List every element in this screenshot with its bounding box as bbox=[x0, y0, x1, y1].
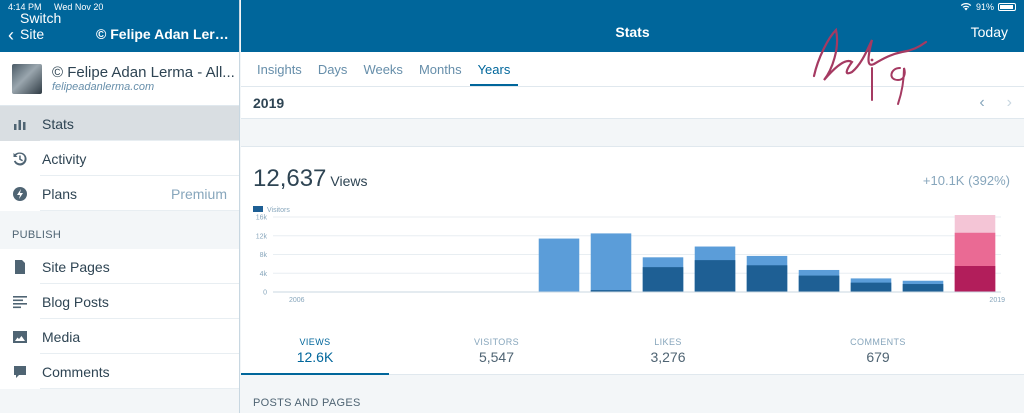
switch-site-button[interactable]: Switch Site bbox=[20, 10, 62, 42]
posts-icon bbox=[13, 295, 27, 308]
summary-value: 3,276 bbox=[650, 349, 686, 365]
publish-section-label: PUBLISH bbox=[12, 229, 62, 241]
x-tick-label: 2019 bbox=[989, 297, 1005, 304]
bar-visitors bbox=[850, 282, 892, 292]
period-tabs: Insights Days Weeks Months Years bbox=[241, 52, 1024, 87]
sidebar-item-activity[interactable]: Activity bbox=[0, 141, 239, 176]
status-time: 4:14 PM bbox=[8, 2, 42, 12]
bar-chart-icon bbox=[14, 119, 26, 130]
y-tick-label: 8k bbox=[260, 252, 268, 259]
site-card[interactable]: © Felipe Adan Lerma - All... felipeadanl… bbox=[0, 52, 239, 106]
bar-visitors bbox=[590, 290, 632, 292]
sidebar-item-plans[interactable]: Plans Premium bbox=[0, 176, 239, 211]
legend-label: Visitors bbox=[267, 207, 290, 214]
bar-visitors bbox=[902, 284, 944, 292]
sidebar-item-label: Media bbox=[42, 328, 81, 345]
bar-visitors bbox=[642, 267, 684, 292]
summary-label: COMMENTS bbox=[850, 337, 906, 347]
y-tick-label: 12k bbox=[256, 233, 268, 240]
summary-tabs: VIEWS 12.6K VISITORS 5,547 LIKES 3,276 C… bbox=[241, 329, 1024, 375]
spacer bbox=[241, 119, 1024, 147]
bar-visitors bbox=[746, 265, 788, 292]
summary-label: LIKES bbox=[654, 337, 682, 347]
tab-months[interactable]: Months bbox=[418, 62, 462, 77]
chevron-left-icon[interactable]: ‹ bbox=[8, 25, 14, 45]
tab-insights[interactable]: Insights bbox=[257, 62, 302, 77]
header-site-name: © Felipe Adan Lerma... bbox=[96, 26, 231, 42]
summary-views[interactable]: VIEWS 12.6K bbox=[241, 329, 389, 375]
views-total-unit: Views bbox=[330, 173, 368, 189]
summary-label: VISITORS bbox=[473, 337, 520, 347]
status-bar: 4:14 PM Wed Nov 20 91% bbox=[0, 0, 1024, 14]
sidebar-item-stats[interactable]: Stats bbox=[0, 106, 239, 141]
bar-views bbox=[538, 238, 580, 292]
sidebar-item-label: Comments bbox=[42, 363, 110, 380]
status-date: Wed Nov 20 bbox=[54, 2, 104, 12]
views-chart[interactable]: Visitors 0 4k 8k 12k 16k 2006 2019 bbox=[241, 205, 1024, 315]
chevron-right-icon[interactable]: › bbox=[1006, 93, 1012, 111]
summary-likes[interactable]: LIKES 3,276 bbox=[604, 329, 732, 375]
period-label: 2019 bbox=[253, 94, 285, 111]
sidebar: ‹ Switch Site © Felipe Adan Lerma... © F… bbox=[0, 0, 240, 413]
main-nav: Stats Activity Plans Premium bbox=[0, 106, 239, 211]
stats-panel: Stats Today Insights Days Weeks Months Y… bbox=[241, 0, 1024, 413]
summary-value: 679 bbox=[866, 349, 890, 365]
sidebar-item-blog-posts[interactable]: Blog Posts bbox=[0, 284, 239, 319]
today-button[interactable]: Today bbox=[970, 24, 1008, 40]
bar-visitors bbox=[798, 275, 840, 292]
battery-icon bbox=[998, 3, 1016, 11]
publish-nav: Site Pages Blog Posts Media Comments bbox=[0, 249, 239, 389]
views-total-value: 12,637 bbox=[253, 165, 327, 192]
site-title: © Felipe Adan Lerma - All... bbox=[52, 64, 235, 81]
sidebar-item-label: Blog Posts bbox=[42, 293, 109, 310]
page-title: Stats bbox=[615, 24, 650, 40]
views-total: 12,637 Views bbox=[253, 165, 368, 193]
summary-value: 5,547 bbox=[478, 349, 515, 365]
wifi-icon bbox=[960, 2, 972, 13]
chevron-left-icon[interactable]: ‹ bbox=[979, 93, 985, 111]
tab-weeks[interactable]: Weeks bbox=[363, 62, 403, 77]
tab-days[interactable]: Days bbox=[317, 62, 348, 77]
summary-label: VIEWS bbox=[299, 337, 331, 347]
x-tick-label: 2006 bbox=[289, 297, 305, 304]
sidebar-item-media[interactable]: Media bbox=[0, 319, 239, 354]
sidebar-item-site-pages[interactable]: Site Pages bbox=[0, 249, 239, 284]
sidebar-item-comments[interactable]: Comments bbox=[0, 354, 239, 389]
summary-visitors[interactable]: VISITORS 5,547 bbox=[389, 329, 604, 375]
legend-swatch bbox=[253, 206, 263, 212]
avatar bbox=[12, 63, 42, 94]
bar-views bbox=[590, 233, 632, 292]
posts-and-pages-label: POSTS AND PAGES bbox=[253, 397, 361, 409]
sidebar-item-label: Site Pages bbox=[42, 258, 110, 275]
bar-visitors bbox=[954, 265, 996, 292]
page-icon bbox=[15, 259, 25, 274]
y-tick-label: 4k bbox=[260, 271, 268, 278]
stats-card: 12,637 Views +10.1K (392%) Visitors 0 4k 8k 1… bbox=[241, 147, 1024, 375]
plan-name: Premium bbox=[170, 185, 227, 202]
summary-comments[interactable]: COMMENTS 679 bbox=[732, 329, 1024, 375]
sidebar-item-label: Plans bbox=[42, 185, 78, 202]
views-change: +10.1K (392%) bbox=[922, 173, 1010, 188]
comment-icon bbox=[14, 365, 26, 378]
y-tick-label: 16k bbox=[256, 215, 268, 222]
summary-value: 12.6K bbox=[296, 349, 334, 365]
bar-visitors bbox=[694, 260, 736, 292]
site-url: felipeadanlerma.com bbox=[52, 81, 155, 93]
y-tick-label: 0 bbox=[263, 290, 267, 297]
battery-percent: 91% bbox=[975, 2, 994, 12]
tab-years[interactable]: Years bbox=[469, 52, 519, 86]
sidebar-item-label: Activity bbox=[42, 150, 87, 167]
period-row: 2019 ‹ › bbox=[241, 87, 1024, 119]
bolt-icon bbox=[13, 186, 27, 201]
image-icon bbox=[13, 330, 27, 343]
sidebar-header: ‹ Switch Site © Felipe Adan Lerma... bbox=[0, 0, 239, 52]
history-icon bbox=[13, 151, 27, 165]
sidebar-item-label: Stats bbox=[42, 115, 74, 132]
